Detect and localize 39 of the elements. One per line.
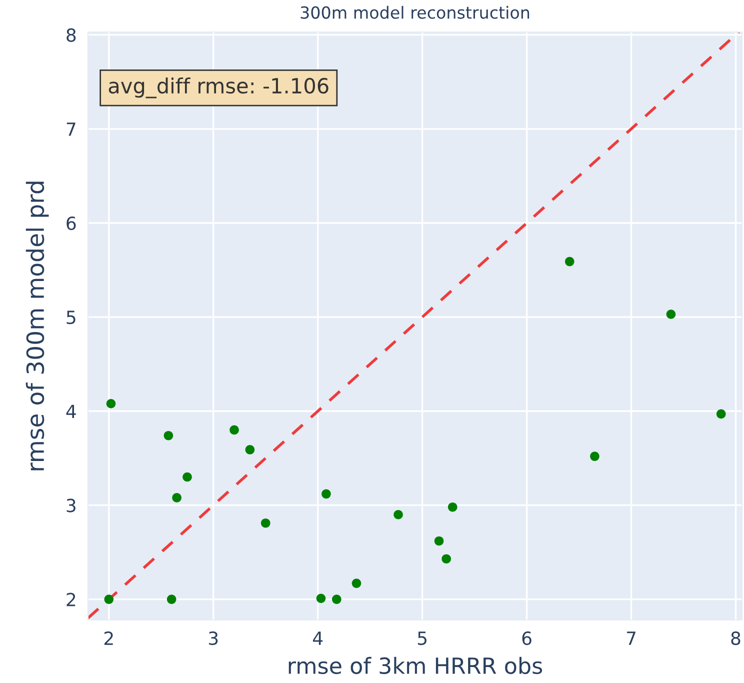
point — [106, 398, 116, 408]
y-tick-label: 6 — [66, 216, 76, 230]
point — [590, 452, 600, 461]
y-axis-title: rmse of 300m model prd — [26, 182, 49, 470]
point — [352, 578, 362, 588]
point — [716, 409, 726, 419]
y-tick-label: 5 — [66, 310, 76, 324]
point — [434, 536, 444, 546]
point — [104, 594, 114, 604]
point — [260, 518, 270, 528]
x-tick-label: 2 — [104, 631, 113, 645]
chart-title: 300m model reconstruction — [300, 6, 530, 19]
point — [316, 594, 326, 604]
point — [245, 445, 255, 454]
point — [322, 489, 331, 499]
x-tick-label: 3 — [209, 631, 218, 646]
point — [164, 430, 174, 440]
x-axis-title: rmse of 3km HRRR obs — [288, 656, 542, 674]
x-tick-label: 7 — [626, 632, 636, 645]
point — [172, 493, 182, 502]
x-tick-label: 6 — [522, 631, 532, 646]
annotation: avg_diff rmse: -1.106 — [108, 77, 328, 98]
y-tick-label: 7 — [66, 122, 76, 136]
y-tick-label: 2 — [66, 592, 76, 606]
x-tick-label: 5 — [418, 632, 426, 646]
point — [564, 256, 574, 266]
point — [666, 310, 676, 319]
point — [230, 425, 239, 435]
y-tick-label: 3 — [66, 498, 76, 512]
point — [166, 594, 176, 604]
x-tick-label: 8 — [731, 631, 740, 646]
x-tick-label: 4 — [312, 632, 323, 645]
y-tick-label: 8 — [66, 28, 76, 42]
point — [442, 554, 451, 564]
point — [182, 472, 192, 482]
point — [448, 502, 458, 512]
point — [394, 510, 403, 520]
y-tick-label: 4 — [66, 404, 76, 418]
point — [332, 594, 342, 604]
